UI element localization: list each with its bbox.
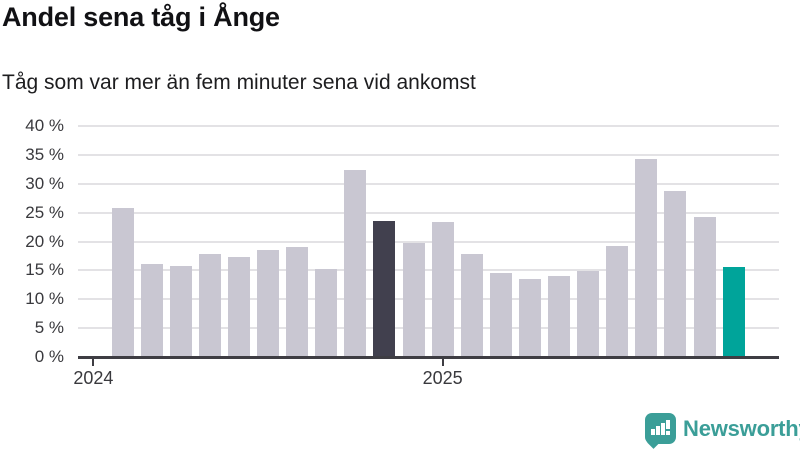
logo-exclamation-icon bbox=[666, 420, 670, 429]
logo-bar-icon bbox=[656, 426, 660, 435]
y-axis-tick-label: 20 % bbox=[25, 231, 64, 251]
gridline bbox=[78, 182, 779, 185]
bar-2025-10 bbox=[693, 217, 716, 357]
bar-2025-03 bbox=[489, 273, 512, 357]
gridline bbox=[78, 327, 779, 330]
brand-wordmark: Newsworthy bbox=[683, 415, 800, 441]
brand-footer: Newsworthy bbox=[645, 413, 800, 444]
x-axis-tick bbox=[92, 358, 95, 366]
x-axis-tick bbox=[441, 358, 444, 366]
bar-2024-07 bbox=[257, 250, 279, 357]
y-axis-tick-label: 15 % bbox=[25, 260, 64, 280]
bar-2025-11 bbox=[722, 266, 745, 357]
gridline bbox=[78, 211, 779, 214]
x-axis-tick-label: 2025 bbox=[422, 368, 463, 388]
x-axis-line bbox=[78, 355, 779, 359]
bar-2025-02 bbox=[460, 253, 483, 357]
bar-2024-04 bbox=[169, 266, 192, 357]
bar-2024-09 bbox=[315, 269, 338, 357]
bar-2024-02 bbox=[111, 208, 134, 357]
chart-title: Andel sena tåg i Ånge bbox=[2, 2, 280, 32]
gridline bbox=[78, 125, 779, 127]
bar-2025-07 bbox=[606, 246, 629, 357]
bar-2024-10 bbox=[344, 169, 367, 357]
logo-bar-icon bbox=[661, 423, 665, 435]
gridline bbox=[78, 240, 779, 243]
gridline bbox=[78, 298, 779, 301]
y-axis-tick-label: 35 % bbox=[25, 144, 64, 164]
gridline bbox=[78, 153, 779, 156]
logo-bar-icon bbox=[651, 429, 655, 435]
bar-2024-12 bbox=[402, 242, 425, 357]
bar-2024-05 bbox=[198, 254, 221, 357]
gridline bbox=[78, 269, 779, 272]
y-axis-tick-label: 40 % bbox=[25, 116, 64, 135]
x-axis-tick-label: 2024 bbox=[73, 368, 114, 388]
bar-2025-04 bbox=[518, 279, 541, 357]
bar-2025-09 bbox=[664, 191, 687, 357]
bar-2025-06 bbox=[577, 270, 600, 357]
logo-exclamation-icon bbox=[666, 431, 670, 435]
bar-2024-03 bbox=[140, 264, 163, 357]
bar-2024-06 bbox=[227, 256, 250, 357]
bar-2025-01 bbox=[431, 221, 454, 357]
y-axis-tick-label: 10 % bbox=[25, 289, 64, 309]
y-axis-tick-label: 30 % bbox=[25, 173, 64, 193]
chart-subtitle: Tåg som var mer än fem minuter sena vid … bbox=[2, 71, 476, 94]
y-axis-tick-label: 25 % bbox=[25, 202, 64, 222]
y-axis-tick-label: 0 % bbox=[34, 347, 64, 366]
bar-2024-08 bbox=[286, 247, 309, 357]
bar-2024-11 bbox=[373, 221, 396, 357]
y-axis-tick-label: 5 % bbox=[34, 318, 64, 338]
bar-2025-05 bbox=[548, 276, 570, 357]
newsworthy-logo-icon bbox=[645, 413, 676, 444]
bar-2025-08 bbox=[635, 158, 658, 357]
